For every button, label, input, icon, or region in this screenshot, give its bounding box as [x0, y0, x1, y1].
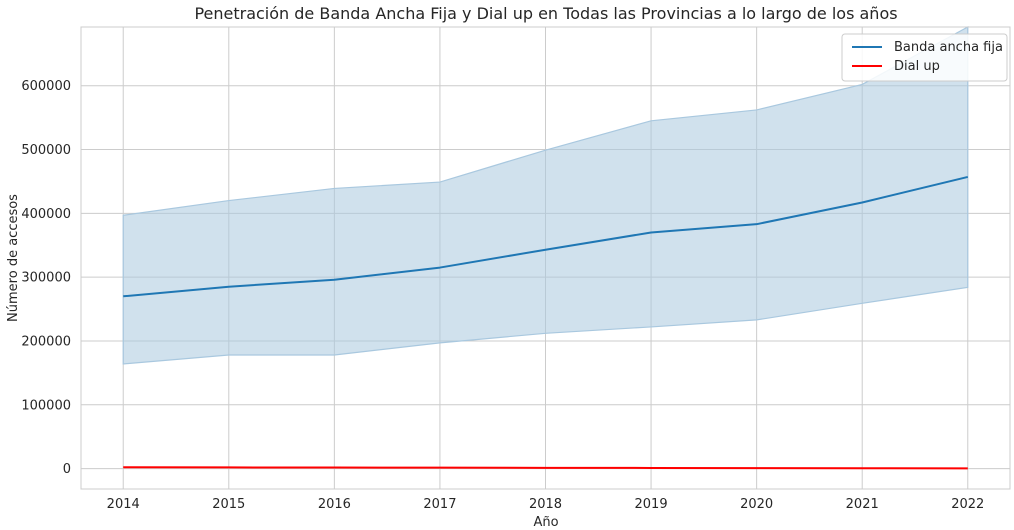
series-line-1: [123, 466, 968, 470]
y-tick-label: 600000: [21, 79, 71, 94]
y-tick-label: 400000: [21, 207, 71, 222]
series-lines: [123, 175, 969, 470]
x-tick-label: 2016: [318, 497, 351, 512]
series-line-0: [123, 175, 969, 298]
y-tick-label: 300000: [21, 271, 71, 286]
y-axis-label: Número de accesos: [6, 194, 21, 322]
legend-box: [841, 33, 1008, 82]
plot-frame: [80, 26, 1011, 490]
x-tick-label: 2020: [740, 497, 773, 512]
x-tick-label: 2015: [212, 497, 245, 512]
chart-title: Penetración de Banda Ancha Fija y Dial u…: [194, 4, 897, 23]
x-tick-label: 2018: [529, 497, 562, 512]
x-tick-label: 2014: [107, 497, 140, 512]
y-tick-label: 500000: [21, 143, 71, 158]
legend: Banda ancha fija Dial up: [841, 33, 1008, 82]
legend-label-banda-ancha-fija: Banda ancha fija: [894, 40, 1003, 55]
y-tick-label: 200000: [21, 334, 71, 349]
y-tick-label: 0: [63, 462, 71, 477]
x-tick-label: 2022: [951, 497, 984, 512]
y-tick-label: 100000: [21, 398, 71, 413]
x-tick-label: 2021: [846, 497, 879, 512]
tick-labels: 2014 2015 2016 2017 2018 2019 2020 2021 2022 0 100…: [21, 79, 984, 512]
x-tick-label: 2017: [423, 497, 456, 512]
legend-label-dial-up: Dial up: [894, 59, 940, 74]
x-axis-label: Año: [533, 515, 558, 530]
x-tick-label: 2019: [635, 497, 668, 512]
